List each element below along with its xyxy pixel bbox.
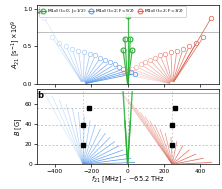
Text: a: a [38, 7, 43, 16]
Y-axis label: $A_{21}$ [s$^{-1}$] $\times10^9$: $A_{21}$ [s$^{-1}$] $\times10^9$ [9, 20, 22, 69]
Text: b: b [38, 91, 44, 100]
Legend: M1$_{a0}$ (l=0; J=1/2), M1$_{a0}$ (l=2; F=5/2), M1$_{a0}$ (l=2; F=3/2): M1$_{a0}$ (l=0; J=1/2), M1$_{a0}$ (l=2; … [39, 6, 186, 17]
Y-axis label: $B$ [G]: $B$ [G] [13, 117, 24, 136]
X-axis label: $f_{21}$ [MHz] – ~65.2 THz: $f_{21}$ [MHz] – ~65.2 THz [91, 175, 165, 185]
